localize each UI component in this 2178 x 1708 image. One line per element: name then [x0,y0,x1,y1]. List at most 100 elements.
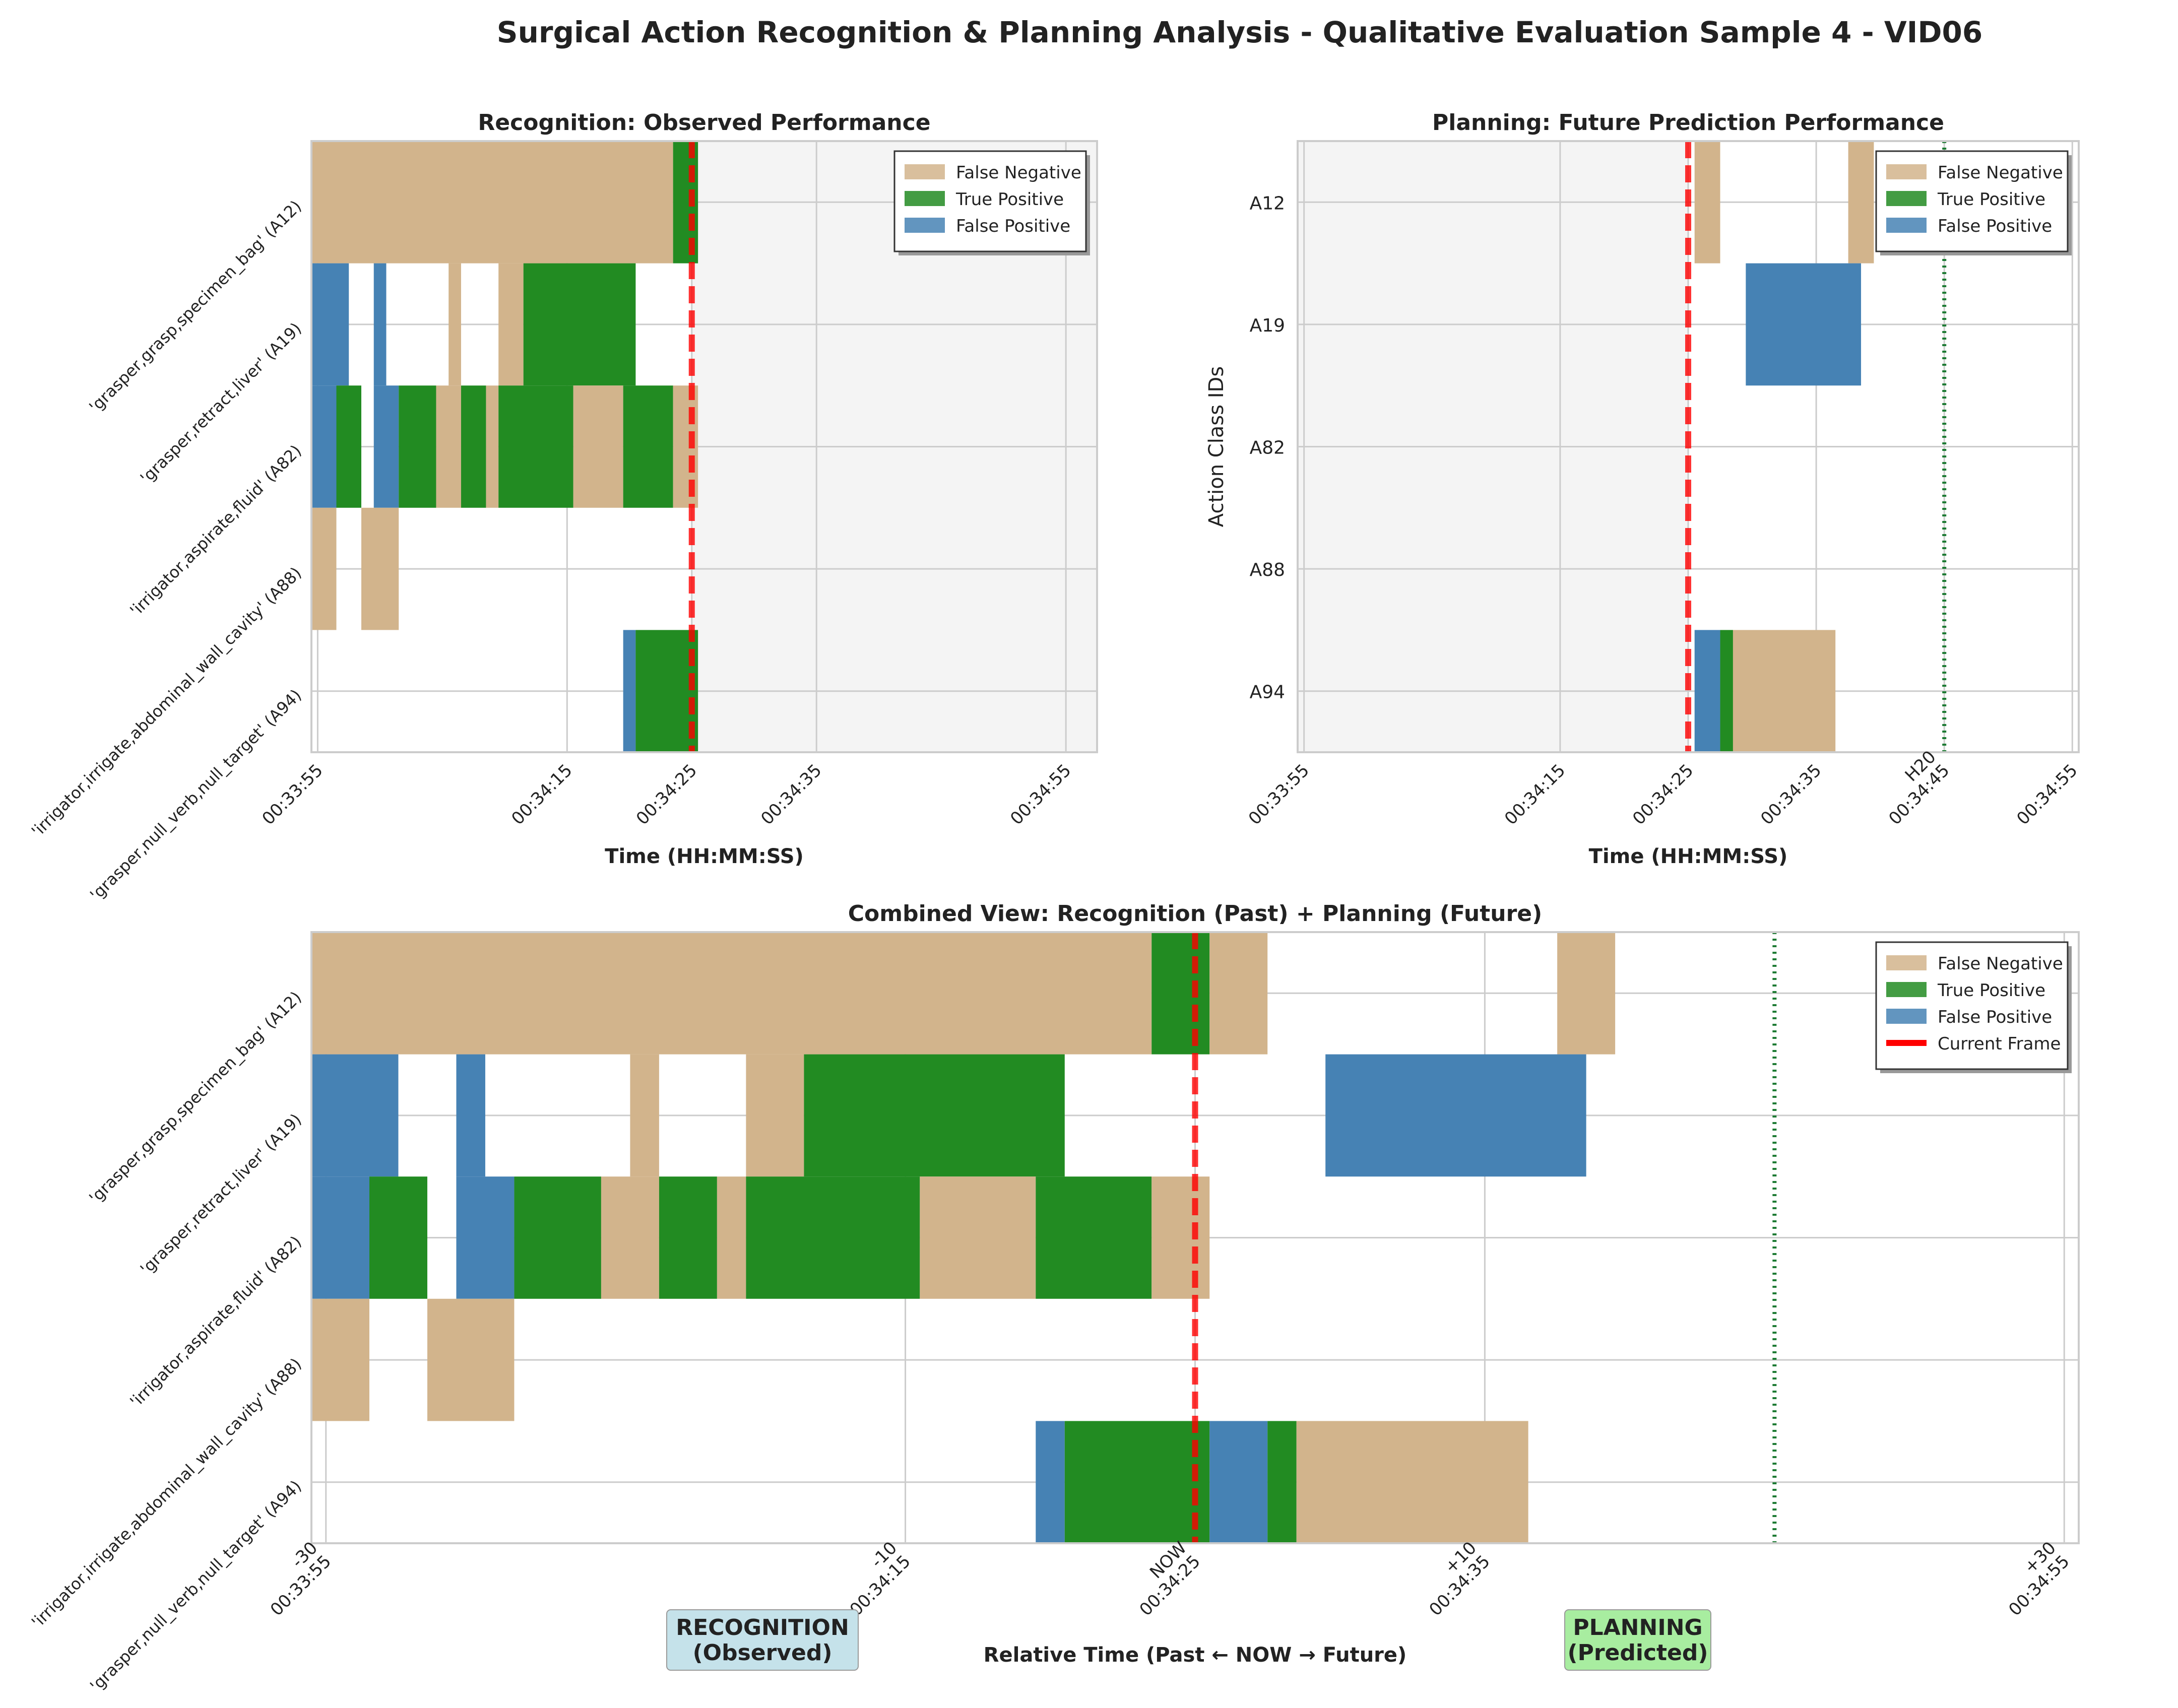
planning-region-label-box [1564,1609,1711,1671]
y-tick-label: A19 [1250,315,1285,336]
false-negative-bar [920,1176,1036,1299]
legend-swatch-true-positive [905,191,945,206]
y-tick-label: A88 [1250,560,1285,580]
plot-frame [310,140,1098,753]
false-positive-bar [373,385,399,508]
x-tick-label: H2000:34:45 [1871,747,1953,829]
panel-title: Recognition: Observed Performance [478,110,930,136]
legend-swatch-false-positive [905,218,945,233]
false-positive-bar [311,385,337,508]
false-positive-bar [456,1054,485,1177]
x-tick-label: 00:34:35 [1757,760,1825,829]
false-negative-bar [1557,932,1616,1055]
plot-frame [1297,140,2080,753]
legend-swatch-false-negative [1886,164,1927,179]
true-positive-bar [336,385,361,508]
false-negative-bar [498,263,524,386]
false-negative-bar [449,263,461,386]
x-axis-label: Relative Time (Past ← NOW → Future) [984,1644,1407,1667]
false-negative-bar [311,507,337,630]
false-negative-bar [311,1298,369,1421]
false-positive-bar [311,263,349,386]
legend-label: True Positive [1937,980,2045,1001]
y-tick-label: A12 [1250,193,1285,214]
true-positive-bar [369,1176,427,1299]
legend-label: True Positive [955,189,1064,210]
false-positive-bar [311,1054,399,1177]
combined-panel: Combined View: Recognition (Past) + Plan… [28,901,2080,1695]
legend-label: False Positive [1938,1007,2052,1027]
false-negative-bar [1209,932,1268,1055]
x-axis-label: Time (HH:MM:SS) [1589,845,1788,868]
planning-region-label: PLANNING (Predicted) [1567,1615,1708,1666]
false-negative-bar [361,507,399,630]
false-negative-bar [630,1054,659,1177]
legend-label: True Positive [1937,189,2045,210]
true-positive-bar [1267,1421,1297,1543]
x-axis-label: Time (HH:MM:SS) [605,845,804,868]
true-positive-bar [804,1054,1065,1177]
recognition-panel: Recognition: Observed Performance 'graspe… [28,110,1098,904]
y-tick-label: 'grasper,null_verb,null_target' (A94) [86,1476,305,1695]
false-positive-bar [1746,263,1862,386]
false-negative-bar [573,385,623,508]
x-tick-label: +1000:34:35 [1412,1538,1494,1620]
x-tick-label: 00:34:55 [2013,760,2081,829]
true-positive-bar [1064,1421,1210,1543]
false-negative-bar [746,1054,804,1177]
false-negative-bar [1296,1421,1528,1543]
planning-panel: Planning: Future Prediction Performance A… [1205,110,2082,868]
false-positive-bar [1325,1054,1586,1177]
false-negative-bar [1694,141,1720,264]
false-negative-bar [1848,141,1874,264]
y-tick-label: A94 [1250,682,1285,703]
x-tick-label: 00:33:55 [1245,760,1313,829]
true-positive-bar [1151,932,1210,1055]
false-positive-bar [623,630,636,752]
false-positive-bar [1694,630,1720,752]
false-positive-bar [373,263,387,386]
x-tick-label: 00:34:55 [1006,760,1075,829]
x-tick-label: -3000:33:55 [253,1538,335,1620]
y-tick-label: 'irrigator,irrigate,abdominal_wall_cavit… [28,1354,305,1632]
panel-title: Planning: Future Prediction Performance [1432,110,1944,136]
x-tick-label: 00:34:15 [1501,760,1569,829]
true-positive-bar [461,385,486,508]
false-negative-bar [601,1176,659,1299]
true-positive-bar [623,385,673,508]
false-positive-bar [1209,1421,1268,1543]
legend-label: False Negative [956,163,1081,183]
legend-label: False Negative [1938,163,2063,183]
y-tick-label: 'grasper,null_verb,null_target' (A94) [86,685,305,904]
false-positive-bar [456,1176,515,1299]
x-tick-label: NOW00:34:25 [1122,1538,1204,1620]
true-positive-bar [498,385,573,508]
x-tick-label: 00:34:25 [1629,760,1697,829]
false-negative-bar [311,932,1152,1055]
true-positive-bar [1720,630,1733,752]
x-tick-label: +3000:34:55 [1991,1538,2073,1620]
true-positive-bar [399,385,436,508]
x-tick-label: 00:34:15 [507,760,576,829]
legend-swatch-true-positive [1886,191,1927,206]
true-positive-bar [1036,1176,1152,1299]
x-tick-label: -1000:34:15 [832,1538,915,1620]
panel-title: Combined View: Recognition (Past) + Plan… [848,901,1543,927]
legend-label: False Negative [1938,954,2063,974]
y-tick-label: 'irrigator,irrigate,abdominal_wall_cavit… [28,563,305,841]
recognition-region-label-box [666,1609,859,1671]
plot-frame [310,931,2080,1544]
legend-swatch-false-negative [1886,955,1927,970]
legend-label: False Positive [956,216,1070,236]
true-positive-bar [659,1176,717,1299]
false-positive-bar [1036,1421,1065,1543]
false-negative-bar [427,1298,515,1421]
true-positive-bar [635,630,698,752]
false-negative-bar [1733,630,1836,752]
x-tick-label: 00:34:25 [632,760,701,829]
false-negative-bar [436,385,461,508]
true-positive-bar [514,1176,601,1299]
legend-swatch-false-positive [1886,1009,1927,1024]
true-positive-bar [523,263,636,386]
y-axis-label: Action Class IDs [1205,366,1228,527]
